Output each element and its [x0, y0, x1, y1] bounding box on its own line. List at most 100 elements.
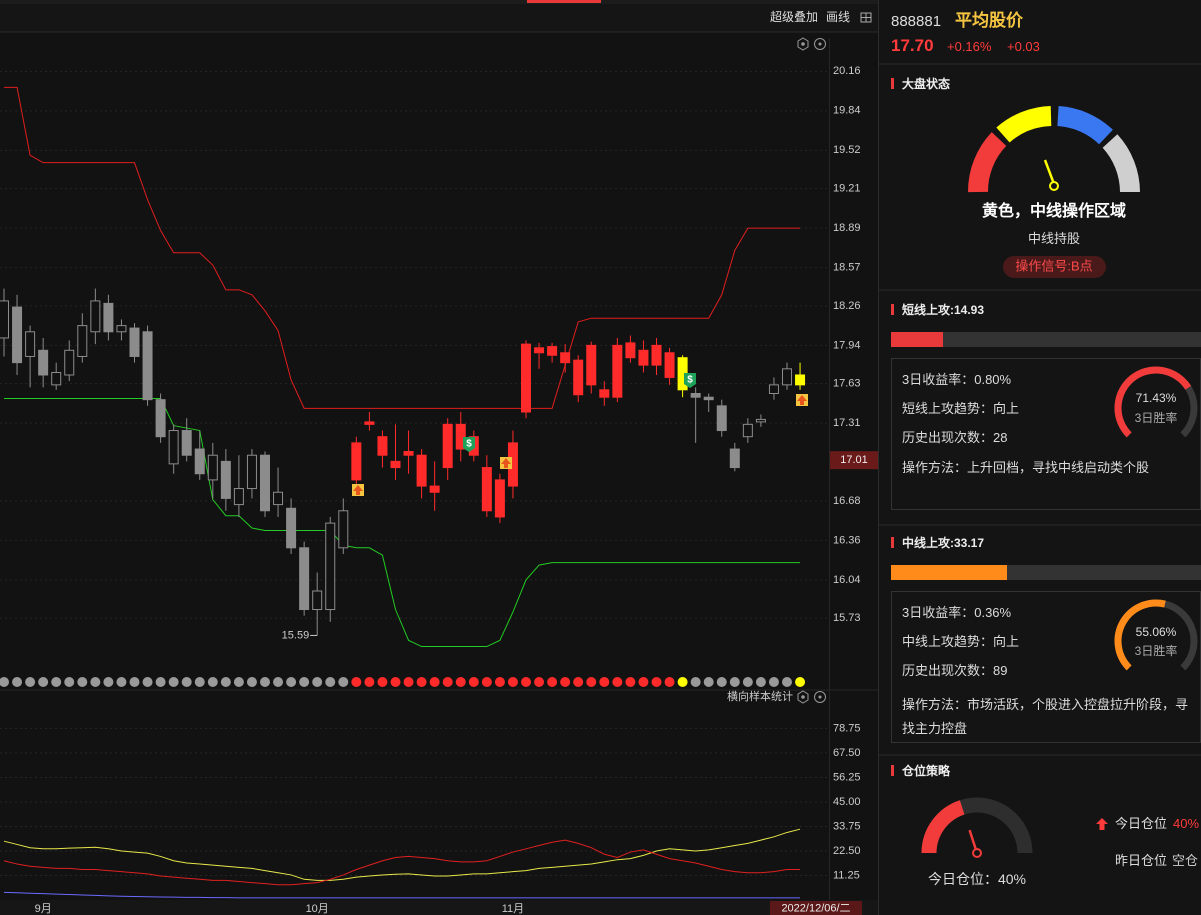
- candle-body: [90, 300, 101, 333]
- active-tab-indicator: [527, 0, 601, 3]
- ring-value: [1114, 366, 1192, 438]
- toolbar-draw[interactable]: 画线: [826, 10, 850, 24]
- position-caption: 今日仓位：40%: [927, 871, 1027, 887]
- state-dot: [390, 677, 401, 687]
- stat: 操作方法：市场活跃，个股进入控盘拉升阶段，寻找主力控盘: [902, 697, 1189, 736]
- y-tick-label: 19.84: [833, 105, 861, 117]
- yesterday-position-value: 空仓: [1172, 853, 1199, 868]
- date-box: [770, 901, 862, 915]
- candle-body: [260, 454, 270, 512]
- state-dot: [612, 677, 623, 687]
- state-dot: [273, 677, 284, 687]
- state-dot: [599, 677, 610, 687]
- indicator-line: [3, 839, 801, 886]
- candle-body: [481, 467, 492, 512]
- yesterday-position-label: 昨日仓位: [1115, 853, 1168, 868]
- candle-body: [273, 491, 284, 506]
- settings-icon[interactable]: [797, 37, 809, 51]
- candle-body: [390, 460, 401, 469]
- toolbar-overlay[interactable]: 超级叠加: [770, 9, 818, 24]
- candle-body: [403, 451, 414, 456]
- y-tick-label: 45.00: [833, 796, 861, 808]
- candle-body: [338, 510, 349, 549]
- score-track: [891, 332, 1201, 347]
- candle-body: [534, 347, 545, 354]
- cursor-value: 17.01: [840, 454, 868, 466]
- candle-body: [716, 405, 727, 432]
- score-bar: [891, 332, 944, 347]
- state-dot: [729, 677, 740, 687]
- state-dot: [507, 677, 518, 687]
- level-line: [4, 397, 801, 648]
- help-icon[interactable]: [814, 691, 826, 703]
- up-arrow-icon: [1096, 818, 1108, 830]
- state-dot: [286, 677, 297, 687]
- candle-body: [521, 343, 531, 413]
- candle-body: [207, 454, 218, 481]
- state-dot: [90, 677, 101, 687]
- state-dot: [64, 677, 75, 687]
- side-panel: [878, 0, 1201, 915]
- candle-body: [38, 349, 49, 376]
- state-dot: [416, 677, 427, 687]
- section-label: 短线上攻:: [902, 303, 954, 317]
- state-dot: [299, 677, 310, 687]
- signal-button[interactable]: 操作信号:B点: [1015, 258, 1092, 273]
- state-dot: [194, 677, 205, 687]
- state-dot: [77, 677, 88, 687]
- candle-body: [0, 300, 9, 339]
- section-score: 33.17: [954, 536, 985, 550]
- signal-button-bg[interactable]: [1003, 256, 1106, 278]
- state-dot: [168, 677, 179, 687]
- candle-body: [325, 522, 336, 611]
- state-dot: [782, 677, 792, 687]
- candle-body: [612, 344, 623, 398]
- candle-body: [664, 352, 675, 378]
- state-dot: [260, 677, 270, 687]
- candle-body: [690, 393, 701, 398]
- stat: 历史出现次数：28: [902, 430, 1008, 445]
- y-tick-label: 18.57: [833, 262, 861, 274]
- stat: 短线上攻趋势：向上: [902, 401, 1020, 416]
- stat: 历史出现次数：89: [902, 663, 1008, 678]
- candle-body: [377, 436, 388, 456]
- state-dot: [38, 677, 49, 687]
- date-label: 2022/12/06/二: [781, 902, 850, 914]
- candle-body: [560, 352, 571, 364]
- candle-body: [364, 421, 375, 425]
- candle-body: [586, 344, 597, 386]
- state-dot: [768, 677, 779, 687]
- today-position-label: 今日仓位: [1115, 816, 1168, 831]
- state-dot: [573, 677, 584, 687]
- y-tick-label: 17.94: [833, 339, 861, 351]
- help-icon[interactable]: [814, 38, 826, 50]
- settings-icon[interactable]: [797, 690, 809, 704]
- state-dot: [338, 677, 349, 687]
- state-dot: [181, 677, 192, 687]
- state-dot: [103, 677, 114, 687]
- state-dot: [129, 677, 140, 687]
- layout-icon[interactable]: [860, 12, 872, 23]
- buy-signal-icon: [352, 484, 364, 496]
- win-rate: 71.43%: [1136, 391, 1177, 405]
- candle-body: [312, 590, 323, 611]
- state-dot: [312, 677, 323, 687]
- candle-body: [12, 306, 23, 364]
- y-tick-label: 15.73: [833, 612, 861, 624]
- candle-body: [25, 331, 36, 357]
- state-dot: [795, 677, 806, 687]
- candle-body: [455, 423, 466, 450]
- section-score: 14.93: [954, 303, 985, 317]
- y-tick-label: 17.31: [833, 417, 861, 429]
- market-status: 黄色，中线操作区域: [981, 203, 1126, 220]
- candle-body: [782, 368, 792, 386]
- candle-body: [599, 389, 610, 398]
- win-rate: 55.06%: [1136, 625, 1177, 639]
- state-dot: [742, 677, 753, 687]
- candle-body: [129, 327, 140, 357]
- stock-code: 888881: [891, 13, 942, 30]
- candle-body: [442, 423, 453, 469]
- candle-body: [155, 399, 166, 438]
- y-tick-label: 16.04: [833, 574, 861, 586]
- candle-body: [547, 346, 558, 356]
